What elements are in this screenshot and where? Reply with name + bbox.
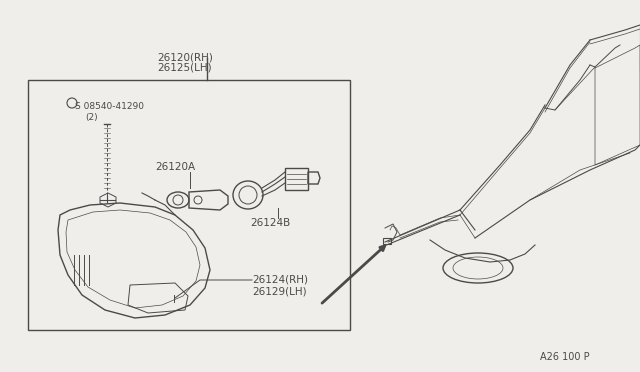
- Text: 26124B: 26124B: [250, 218, 290, 228]
- Text: A26 100 P: A26 100 P: [540, 352, 590, 362]
- Text: S 08540-41290: S 08540-41290: [75, 102, 144, 111]
- Bar: [28, 80, 350, 330]
- Text: 26125(LH): 26125(LH): [157, 63, 212, 73]
- Text: 26129(LH): 26129(LH): [252, 286, 307, 296]
- Text: 26120A: 26120A: [155, 162, 195, 172]
- Text: 26124(RH): 26124(RH): [252, 275, 308, 285]
- Text: (2): (2): [85, 113, 98, 122]
- Bar: [383, 238, 391, 244]
- Text: 26120(RH): 26120(RH): [157, 52, 213, 62]
- Ellipse shape: [443, 253, 513, 283]
